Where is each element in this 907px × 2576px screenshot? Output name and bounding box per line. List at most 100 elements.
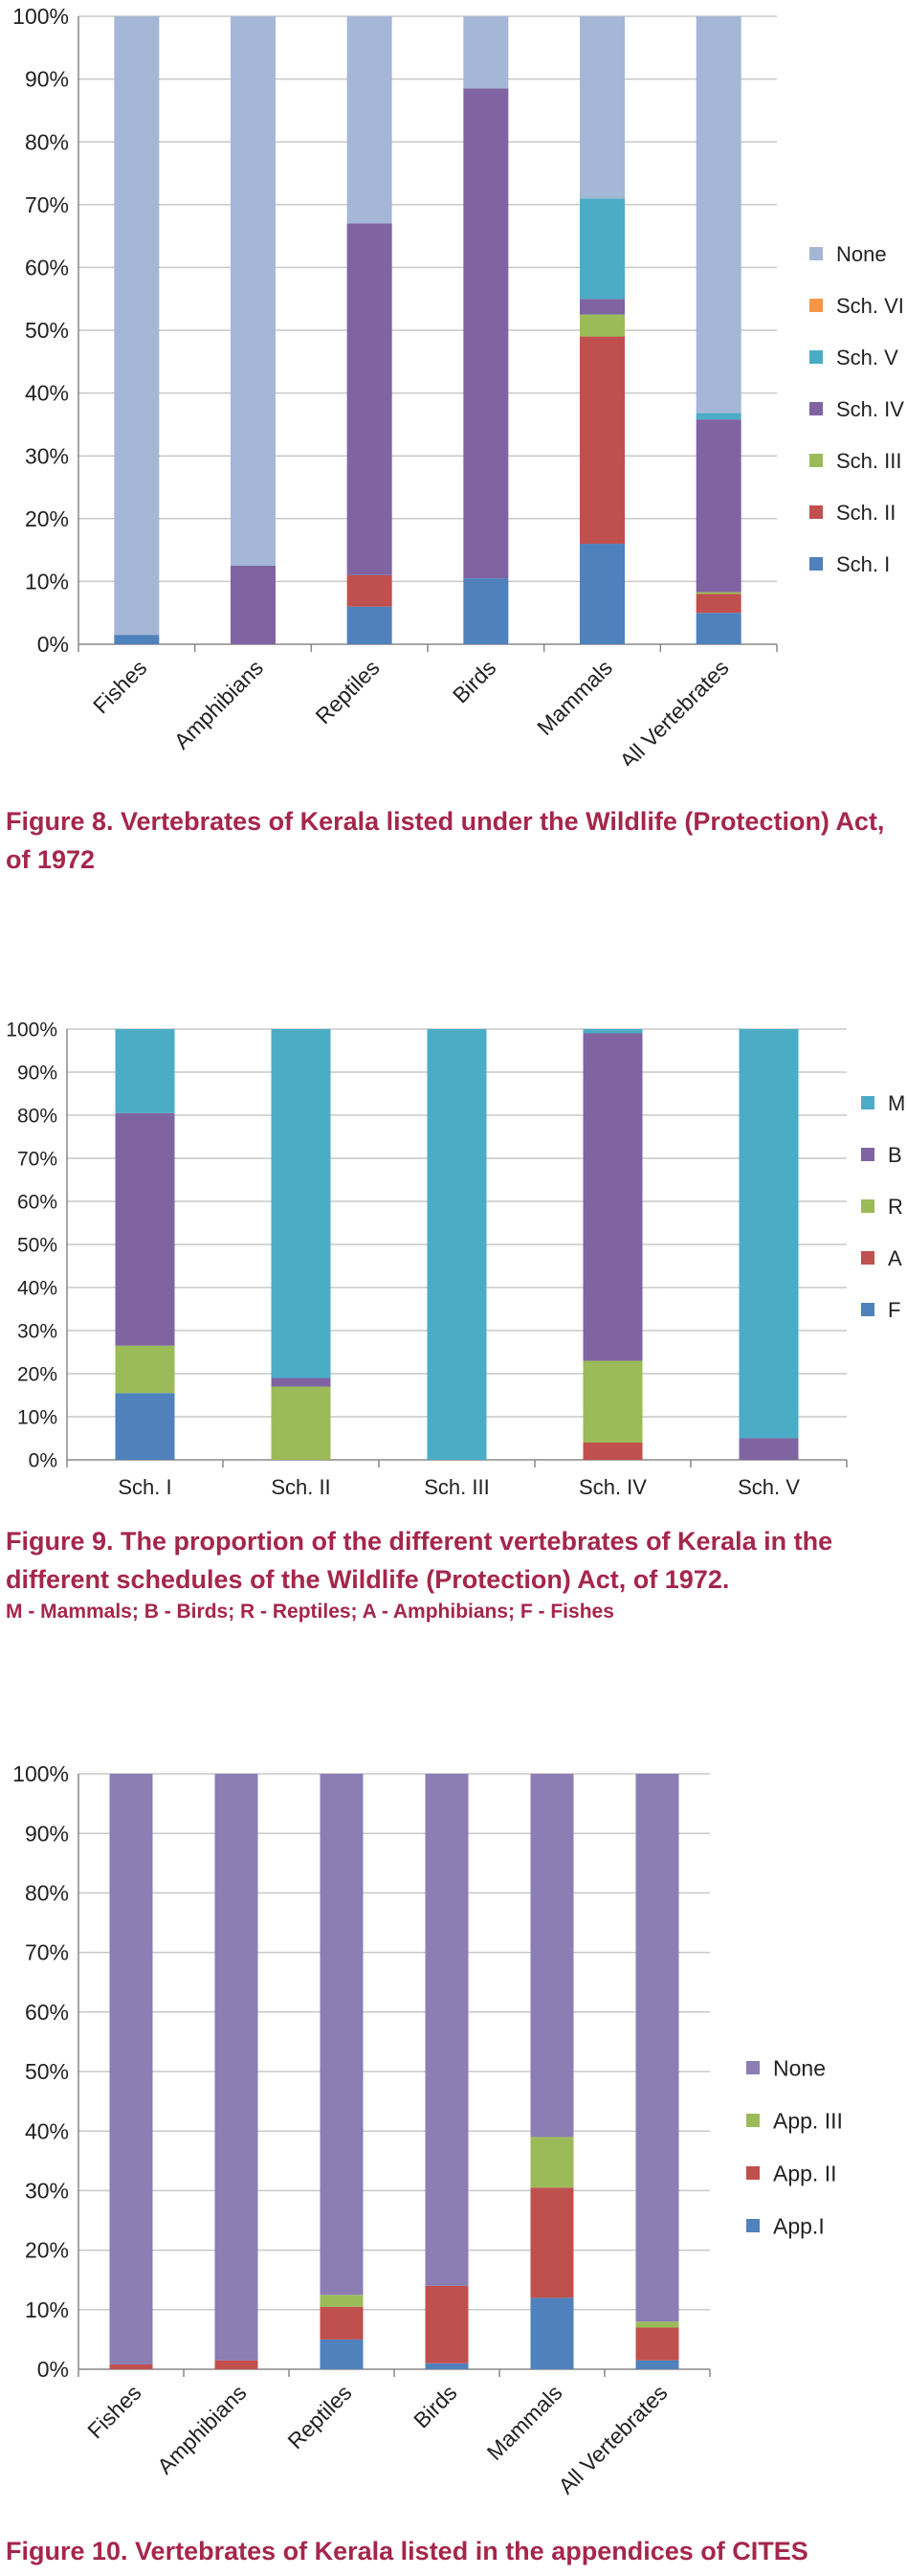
figure-10-chart: 0%10%20%30%40%50%60%70%80%90%100%Fishes A… — [12, 1761, 843, 2498]
bar-all-vertebrates-sch-i — [696, 613, 741, 644]
bar-fishes-none — [109, 1774, 153, 2365]
bar-amphibians-app-ii — [214, 2360, 258, 2369]
legend-label-app-iii: App. III — [773, 2108, 843, 2133]
bar-birds-none — [463, 16, 509, 89]
bar-reptiles-sch-iv — [346, 223, 392, 575]
y-tick-label: 30% — [25, 2178, 69, 2203]
y-tick-label: 10% — [25, 2297, 69, 2322]
bar-all-vertebrates-app-ii — [635, 2327, 679, 2361]
bar-sch-iv-b — [583, 1033, 643, 1361]
legend-swatch-sch-iii — [809, 454, 823, 467]
y-tick-label: 30% — [25, 443, 69, 468]
bar-amphibians-none — [231, 16, 276, 566]
bar-all-vertebrates-none — [635, 1774, 679, 2322]
y-tick-label: 0% — [37, 632, 69, 657]
legend-swatch-b — [861, 1148, 874, 1161]
bar-birds-sch-i — [463, 578, 509, 644]
bar-sch-v-m — [739, 1029, 799, 1439]
figure-8: 0% 10% 20% 30% 40% 50% 60% 70% 80% 90% 100% Fishes A… — [0, 0, 907, 874]
y-tick-label: 80% — [17, 1105, 57, 1127]
bar-mammals-app-iii — [530, 2137, 574, 2188]
legend-swatch-sch-ii — [809, 505, 823, 519]
y-tick-label: 100% — [12, 4, 69, 29]
bar-sch-iii-m — [427, 1029, 487, 1460]
y-tick-label: 90% — [25, 67, 69, 92]
legend-label-sch-i: Sch. I — [836, 552, 890, 576]
bar-sch-i-r — [115, 1345, 175, 1394]
legend-label-sch-iv: Sch. IV — [836, 397, 904, 421]
legend-swatch-none — [809, 247, 823, 260]
y-tick-label: 70% — [25, 192, 69, 217]
bar-reptiles-app-i — [320, 2339, 364, 2369]
bar-mammals-none — [530, 1774, 574, 2138]
bar-fishes-sch-i — [114, 635, 160, 644]
bar-all-vertebrates-app-iii — [635, 2321, 679, 2328]
bar-fishes-app-ii — [109, 2364, 153, 2369]
y-tick-label: 60% — [17, 1191, 57, 1213]
bar-all-vertebrates-sch-iii — [696, 592, 741, 594]
figure-10: 0% 10% 20% 30% 40% 50% 60% 70% 80% 90% 100% Fishes A… — [0, 1742, 907, 2565]
legend-label-none: None — [773, 2055, 826, 2080]
bar-reptiles-none — [346, 16, 392, 224]
x-category-label: Sch. V — [738, 1475, 800, 1499]
y-tick-label: 40% — [25, 2118, 69, 2143]
legend-swatch-sch-i — [809, 557, 823, 571]
legend-label-sch-iii: Sch. III — [836, 449, 901, 473]
legend-swatch-none — [746, 2061, 760, 2074]
bar-mammals-app-i — [530, 2297, 574, 2369]
legend-label-m: M — [888, 1091, 905, 1115]
figure-8-caption: Figure 8. Vertebrates of Kerala listed u… — [6, 807, 885, 874]
y-tick-label: 100% — [12, 1761, 69, 1786]
y-tick-label: 0% — [29, 1449, 57, 1471]
bar-mammals-sch-iii — [580, 314, 625, 337]
x-category-label: Sch. III — [424, 1475, 489, 1499]
bar-all-vertebrates-sch-ii — [696, 594, 741, 614]
bar-birds-none — [425, 1774, 469, 2286]
x-category-label: Sch. I — [118, 1475, 171, 1499]
y-tick-label: 20% — [25, 506, 69, 531]
x-category-label: All Vertebrates — [553, 2380, 672, 2498]
legend-swatch-f — [861, 1303, 874, 1316]
x-category-label: Amphibians — [169, 655, 268, 753]
x-category-label: Sch. IV — [579, 1475, 647, 1499]
bar-sch-ii-r — [271, 1386, 331, 1460]
legend-label-app-i: App.I — [773, 2213, 825, 2238]
bar-mammals-sch-iv — [580, 299, 625, 315]
legend-label-a: A — [888, 1246, 902, 1270]
x-category-label: Reptiles — [311, 655, 385, 728]
bar-fishes-none — [114, 16, 160, 636]
legend-swatch-sch-iv — [809, 402, 823, 415]
x-category-label: Birds — [448, 655, 500, 707]
y-tick-label: 10% — [25, 569, 69, 594]
y-tick-label: 80% — [25, 129, 69, 154]
bar-mammals-sch-v — [580, 198, 625, 300]
bar-sch-iv-r — [583, 1360, 643, 1443]
legend-swatch-sch-v — [809, 350, 823, 364]
x-category-label: Reptiles — [282, 2380, 356, 2453]
bar-sch-i-f — [115, 1393, 175, 1460]
y-tick-label: 20% — [17, 1363, 57, 1385]
bar-reptiles-sch-i — [346, 606, 392, 644]
y-tick-label: 40% — [25, 381, 69, 406]
bar-all-vertebrates-sch-v — [696, 413, 741, 420]
y-tick-label: 70% — [25, 1940, 69, 1965]
y-tick-label: 90% — [17, 1062, 57, 1084]
y-tick-label: 60% — [25, 2000, 69, 2025]
legend-swatch-sch-vi — [809, 299, 823, 312]
bar-sch-iv-a — [583, 1443, 643, 1460]
legend-swatch-r — [861, 1199, 874, 1213]
bar-sch-i-m — [115, 1029, 175, 1113]
bar-amphibians-none — [214, 1774, 258, 2361]
bar-amphibians-sch-iv — [231, 566, 276, 644]
legend-swatch-app-iii — [746, 2114, 760, 2127]
y-tick-label: 50% — [25, 2059, 69, 2084]
bar-sch-v-b — [739, 1438, 799, 1460]
y-tick-label: 50% — [17, 1234, 57, 1256]
legend-label-sch-vi: Sch. VI — [836, 294, 904, 318]
x-category-label: Fishes — [82, 2380, 145, 2443]
bar-mammals-app-ii — [530, 2187, 574, 2298]
x-category-label: Birds — [409, 2380, 461, 2432]
legend-label-b: B — [888, 1143, 902, 1167]
bar-reptiles-app-iii — [320, 2295, 364, 2307]
legend-swatch-app-ii — [746, 2166, 760, 2180]
